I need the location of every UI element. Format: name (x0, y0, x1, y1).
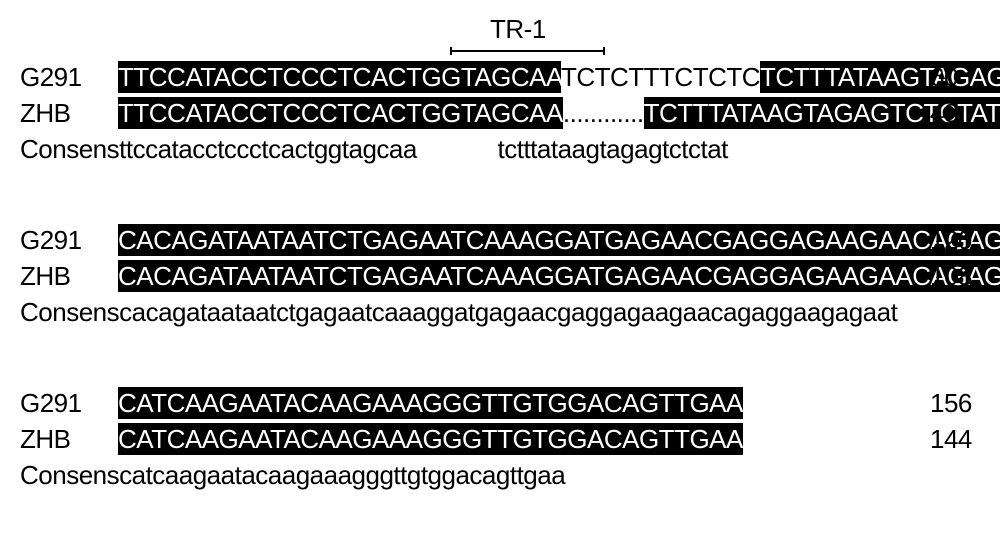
position-number: 48 (930, 98, 958, 129)
position-number: 60 (930, 62, 958, 93)
sequence-row: TTCCATACCTCCCTCACTGGTAGCAATCTCTTTCTCTCTC… (118, 62, 1000, 92)
consensus-row: Consenscacagataataatctgagaatcaaaggatgaga… (20, 297, 897, 328)
consensus-row: Consensttccatacctccctcactggtagcaa tcttta… (20, 134, 728, 165)
position-number: 108 (930, 261, 972, 292)
tr-1-line (450, 50, 605, 52)
sequence-row: CACAGATAATAATCTGAGAATCAAAGGATGAGAACGAGGA… (118, 261, 1000, 291)
seq-conserved: TTCCATACCTCCCTCACTGGTAGCAA (118, 61, 561, 93)
row-label: G291 (20, 388, 82, 419)
seq-gap: TCTCTTTCTCTC (561, 62, 760, 92)
tr-1-tick-right (603, 47, 605, 55)
position-number: 120 (930, 225, 972, 256)
sequence-row: CATCAAGAATACAAGAAAGGGTTGTGGACAGTTGAA (118, 424, 743, 454)
row-label: ZHB (20, 98, 71, 129)
seq-conserved: CATCAAGAATACAAGAAAGGGTTGTGGACAGTTGAA (118, 423, 743, 455)
row-label: ZHB (20, 261, 71, 292)
row-label: G291 (20, 62, 82, 93)
row-label: ZHB (20, 424, 71, 455)
seq-conserved: TTCCATACCTCCCTCACTGGTAGCAA (118, 97, 563, 129)
alignment-canvas: { "title_label": "TR-1", "seq_labels": [… (0, 0, 1000, 538)
tr-1-tick-left (450, 47, 452, 55)
sequence-row: CATCAAGAATACAAGAAAGGGTTGTGGACAGTTGAA (118, 388, 743, 418)
seq-conserved: CACAGATAATAATCTGAGAATCAAAGGATGAGAACGAGGA… (118, 224, 1000, 256)
sequence-row: CACAGATAATAATCTGAGAATCAAAGGATGAGAACGAGGA… (118, 225, 1000, 255)
tr-1-label: TR-1 (490, 14, 546, 45)
seq-conserved: TCTTTATAAGTAGAGTCTCTAT (760, 61, 1000, 93)
seq-conserved: CACAGATAATAATCTGAGAATCAAAGGATGAGAACGAGGA… (118, 260, 1000, 292)
position-number: 156 (930, 388, 972, 419)
consensus-row: Consenscatcaagaatacaagaaagggttgtggacagtt… (20, 460, 565, 491)
row-label: G291 (20, 225, 82, 256)
seq-conserved: CATCAAGAATACAAGAAAGGGTTGTGGACAGTTGAA (118, 387, 743, 419)
sequence-row: TTCCATACCTCCCTCACTGGTAGCAA............TC… (118, 98, 1000, 128)
seq-gap: ............ (563, 98, 644, 128)
position-number: 144 (930, 424, 972, 455)
